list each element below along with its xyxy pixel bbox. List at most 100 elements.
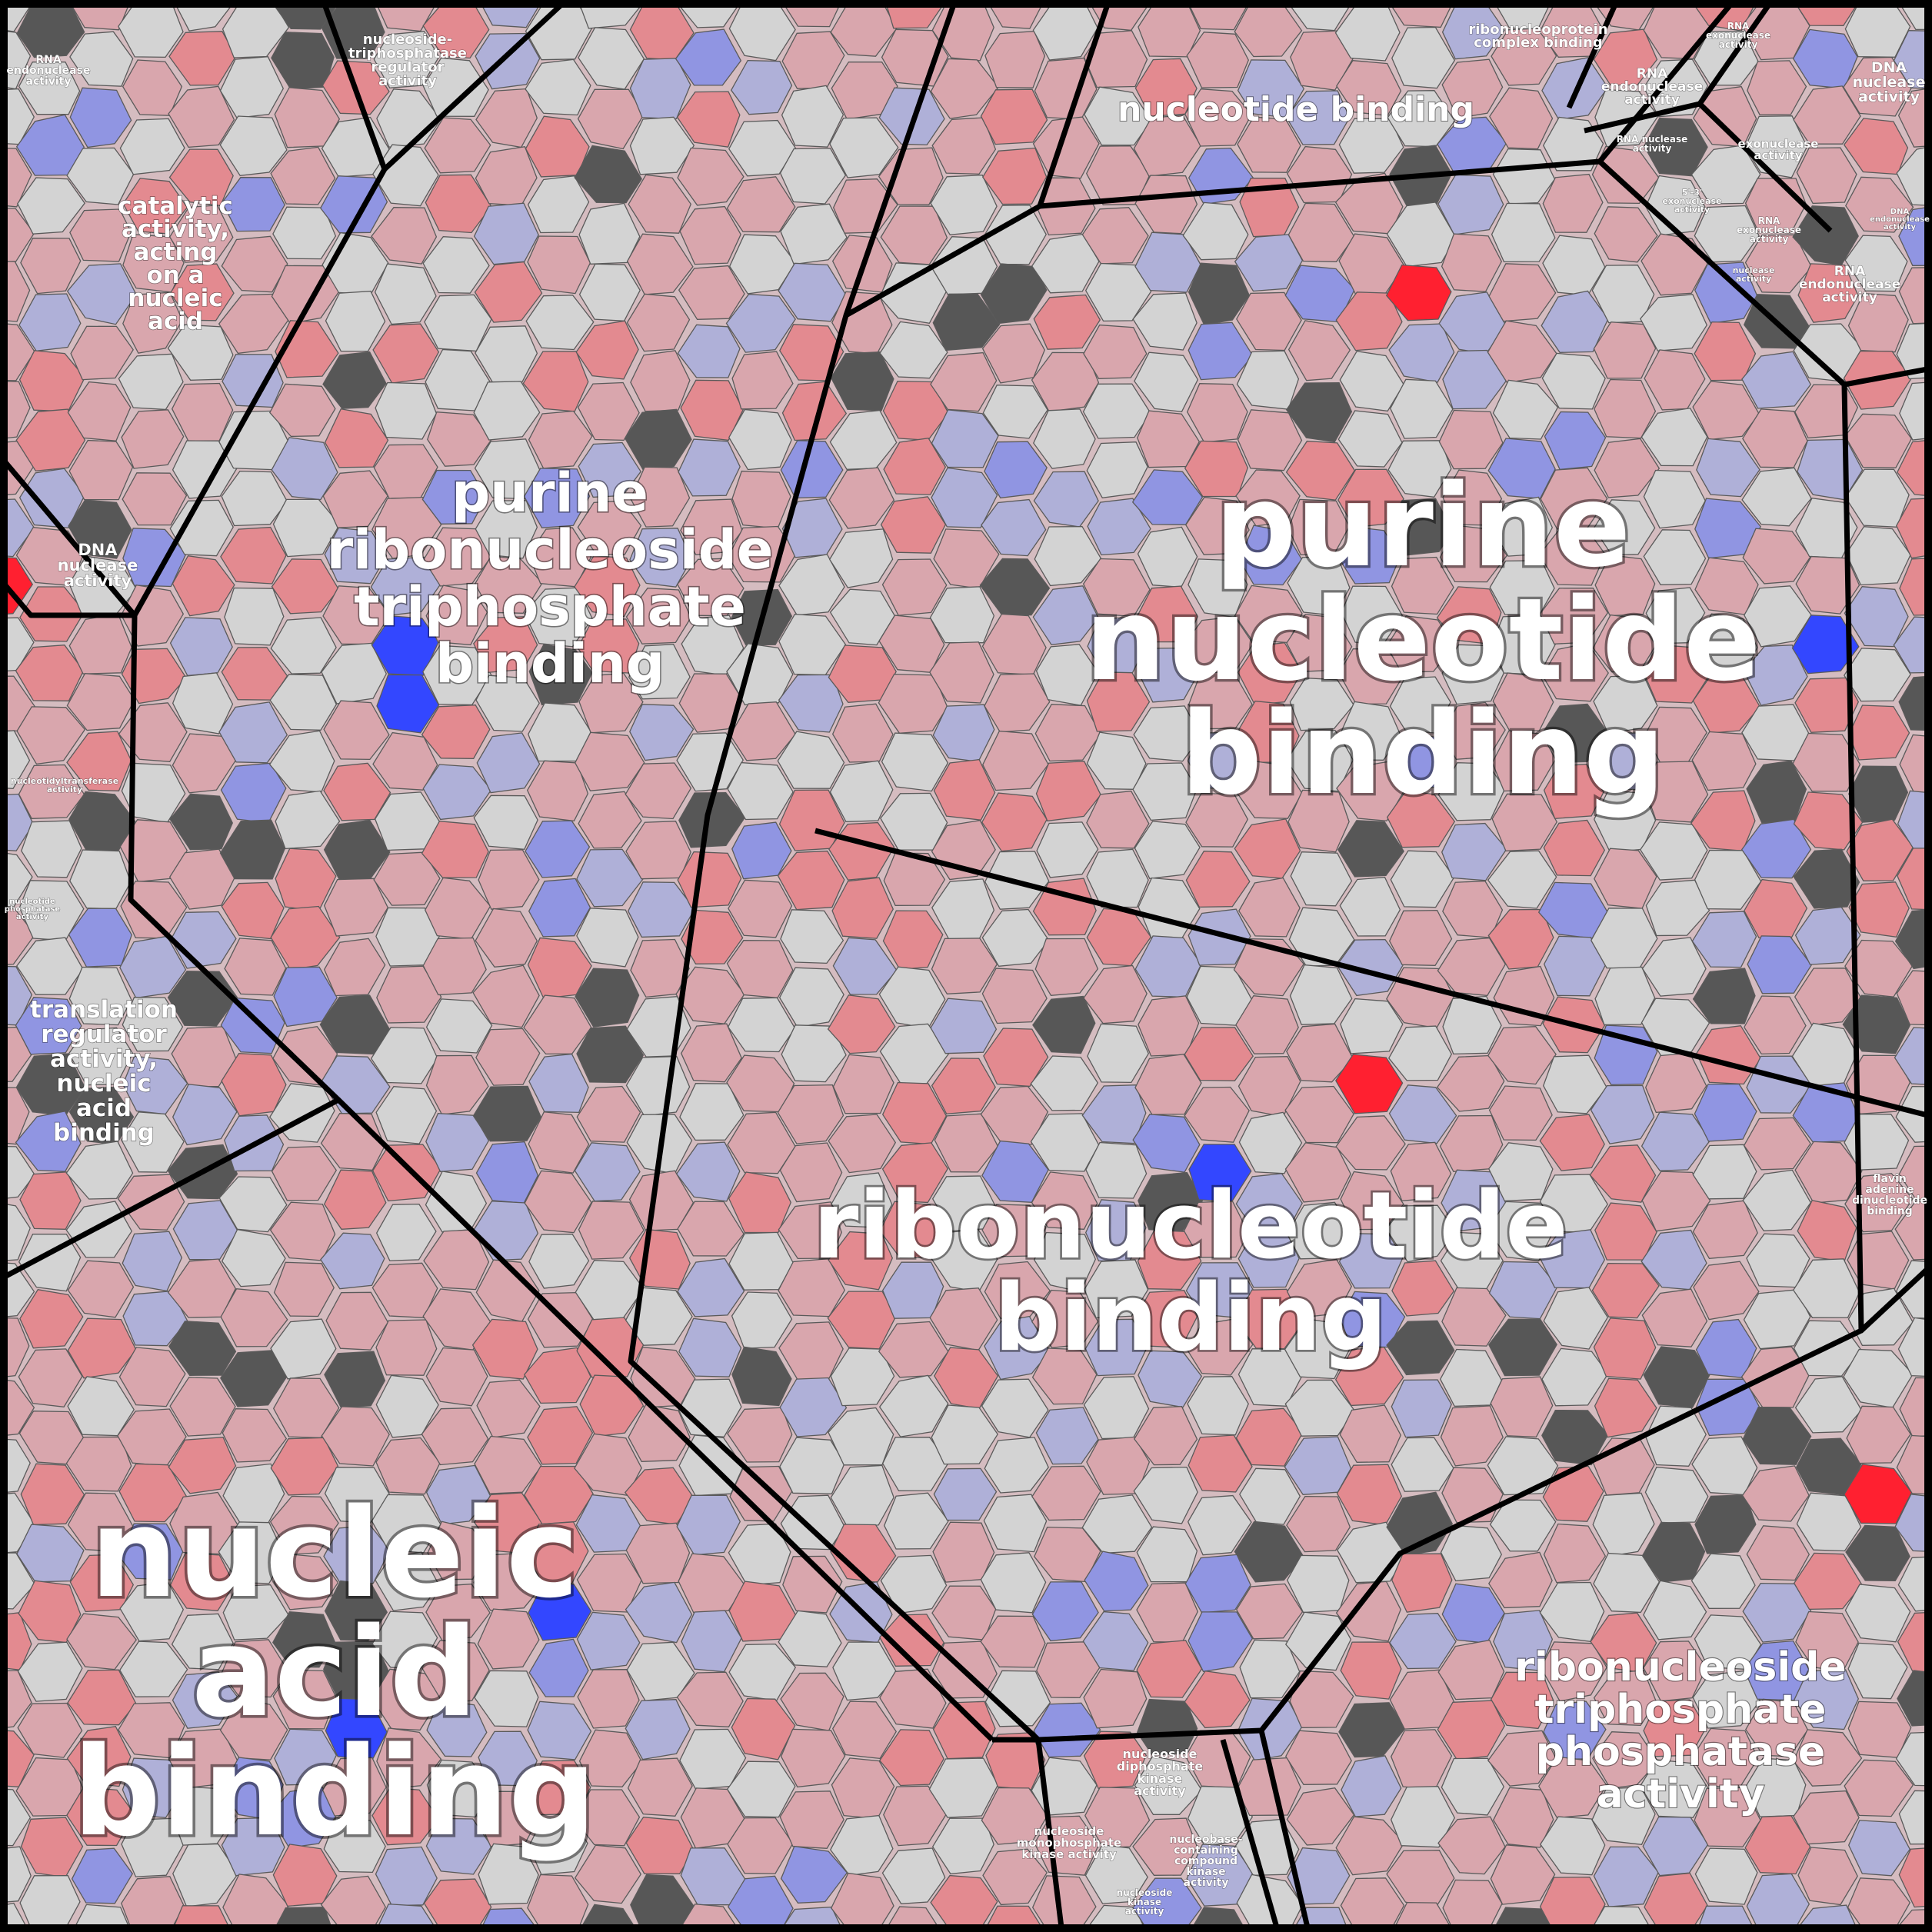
term-cell <box>221 1639 289 1698</box>
term-cell <box>1847 292 1909 353</box>
term-cell <box>1386 202 1457 268</box>
term-cell <box>1744 585 1812 648</box>
region-label-line: DNA <box>78 541 118 559</box>
term-cell <box>1542 1054 1607 1114</box>
term-cell <box>1185 851 1251 908</box>
term-cell <box>1492 379 1559 440</box>
region-label-line: DNA <box>1871 59 1907 76</box>
term-cell <box>1743 1117 1811 1171</box>
term-cell <box>577 500 642 555</box>
term-cell <box>169 793 234 851</box>
term-cell <box>1844 1584 1911 1643</box>
term-cell <box>0 0 34 32</box>
region-border <box>1038 1327 1863 1743</box>
term-cell <box>1793 85 1861 145</box>
term-cell <box>1338 1233 1404 1289</box>
term-cell <box>780 440 844 499</box>
term-cell <box>1184 88 1252 147</box>
term-cell <box>728 408 792 471</box>
term-cell <box>121 648 187 705</box>
term-cell <box>1793 791 1864 851</box>
term-cell <box>981 908 1050 967</box>
term-cell <box>726 1760 796 1818</box>
term-cell <box>1031 1171 1098 1230</box>
term-cell <box>119 118 185 175</box>
term-cell <box>68 439 134 501</box>
term-cell <box>1340 1171 1404 1231</box>
term-cell <box>1644 761 1709 823</box>
term-cell <box>676 1671 744 1727</box>
term-cell <box>1741 351 1812 409</box>
term-cell <box>678 1553 746 1614</box>
term-cell <box>777 1084 844 1144</box>
term-cell <box>1538 528 1606 586</box>
term-cell <box>1794 906 1861 965</box>
term-cell <box>271 1145 338 1201</box>
term-cell <box>323 819 391 883</box>
term-cell <box>1287 1847 1351 1905</box>
term-cell <box>629 704 695 761</box>
term-cell <box>1744 995 1807 1055</box>
region-label-rna-nuclease-activity: RNA nuclease activity <box>1617 134 1688 154</box>
term-cell <box>1594 438 1661 498</box>
term-cell <box>1543 764 1604 819</box>
term-cell <box>1694 1083 1757 1142</box>
term-cell <box>475 32 541 90</box>
term-cell <box>627 1757 693 1817</box>
region-border <box>1697 102 1833 233</box>
term-cell <box>727 1111 796 1174</box>
region-label-line: nucleotidyltransferase <box>11 776 118 786</box>
term-cell <box>1133 1466 1198 1524</box>
term-cell <box>1390 1786 1456 1848</box>
term-cell <box>371 1611 438 1670</box>
term-cell <box>1083 1730 1148 1789</box>
term-cell <box>1082 1611 1149 1671</box>
region-label-line: RNA <box>1727 21 1750 32</box>
region-label-line: diphosphate <box>1117 1759 1204 1774</box>
term-cell <box>224 938 287 996</box>
term-cell <box>629 528 692 588</box>
term-cell <box>731 351 794 410</box>
term-cell <box>18 293 82 351</box>
term-cell <box>68 966 132 1026</box>
term-cell <box>271 437 338 501</box>
term-cell <box>1339 876 1401 937</box>
term-cell <box>1542 1465 1604 1522</box>
term-cell <box>1594 206 1658 263</box>
term-cell <box>271 558 339 615</box>
term-cell <box>1487 320 1557 384</box>
term-cell <box>18 61 81 115</box>
term-cell <box>1846 818 1914 881</box>
term-cell <box>1593 1317 1657 1380</box>
region-label-line: triphosphate <box>1535 1687 1827 1733</box>
term-cell <box>1487 850 1557 909</box>
term-cell <box>1238 525 1303 586</box>
term-cell <box>1844 1173 1914 1233</box>
term-cell <box>1543 935 1606 997</box>
term-cell <box>1643 1580 1707 1641</box>
term-cell <box>779 1377 848 1437</box>
term-cell <box>1389 676 1451 734</box>
term-cell <box>1286 1258 1353 1318</box>
region-label-line: activity <box>1754 148 1802 162</box>
term-cell <box>677 1257 745 1317</box>
term-cell <box>16 1524 85 1583</box>
term-cell <box>525 0 595 61</box>
term-cell <box>1033 1231 1097 1293</box>
term-cell <box>1334 1346 1404 1407</box>
region-label-flavin-adenine-dinucleotide-binding: flavin adenine dinucleotide binding <box>1852 1173 1927 1217</box>
region-label-line: adenine <box>1865 1184 1914 1196</box>
term-cell <box>18 764 85 819</box>
term-cell <box>422 57 489 117</box>
term-cell <box>19 1288 84 1349</box>
term-cell <box>425 1347 488 1407</box>
term-cell <box>1082 383 1151 439</box>
term-cell <box>728 234 796 295</box>
term-cell <box>1134 1406 1198 1466</box>
term-cell <box>1031 1581 1099 1642</box>
term-cell <box>625 1581 693 1644</box>
term-cell <box>221 470 288 527</box>
term-cell <box>980 1085 1049 1145</box>
term-cell <box>1898 205 1932 266</box>
term-cell <box>928 1757 999 1818</box>
